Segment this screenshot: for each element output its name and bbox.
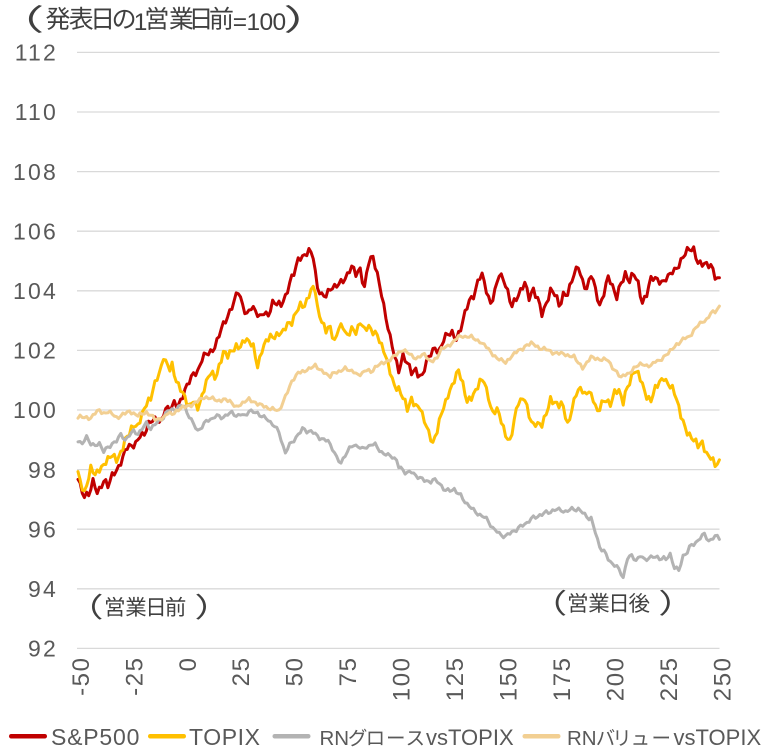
svg-text:102: 102 [13, 338, 58, 364]
svg-text:125: 125 [442, 656, 469, 701]
svg-text:vsTOPIX: vsTOPIX [426, 725, 514, 750]
svg-text:-25: -25 [121, 656, 148, 696]
svg-text:-50: -50 [68, 656, 95, 696]
svg-text:50: 50 [282, 656, 309, 686]
svg-text:TOPIX: TOPIX [189, 724, 261, 750]
svg-text:250: 250 [709, 656, 736, 701]
svg-text:200: 200 [602, 656, 629, 701]
svg-text:1: 1 [134, 9, 148, 36]
svg-text:96: 96 [28, 516, 58, 542]
svg-text:104: 104 [13, 278, 58, 304]
svg-text:108: 108 [13, 159, 58, 185]
svg-text:94: 94 [28, 576, 58, 602]
svg-text:100: 100 [13, 397, 58, 423]
svg-text:112: 112 [15, 40, 58, 66]
svg-text:vsTOPIX: vsTOPIX [674, 725, 762, 750]
svg-text:98: 98 [28, 457, 58, 483]
svg-text:100: 100 [389, 656, 416, 701]
svg-text:25: 25 [228, 656, 255, 686]
svg-text:225: 225 [656, 656, 683, 701]
svg-text:S&P500: S&P500 [51, 724, 140, 750]
svg-text:=100: =100 [233, 9, 286, 36]
svg-text:0: 0 [175, 656, 202, 671]
svg-text:106: 106 [13, 218, 58, 244]
svg-text:92: 92 [28, 636, 58, 662]
svg-text:75: 75 [335, 656, 362, 686]
svg-text:110: 110 [15, 99, 58, 125]
svg-text:RN: RN [567, 727, 597, 750]
svg-text:RN: RN [320, 727, 350, 750]
svg-text:175: 175 [549, 656, 576, 701]
svg-text:150: 150 [496, 656, 523, 701]
